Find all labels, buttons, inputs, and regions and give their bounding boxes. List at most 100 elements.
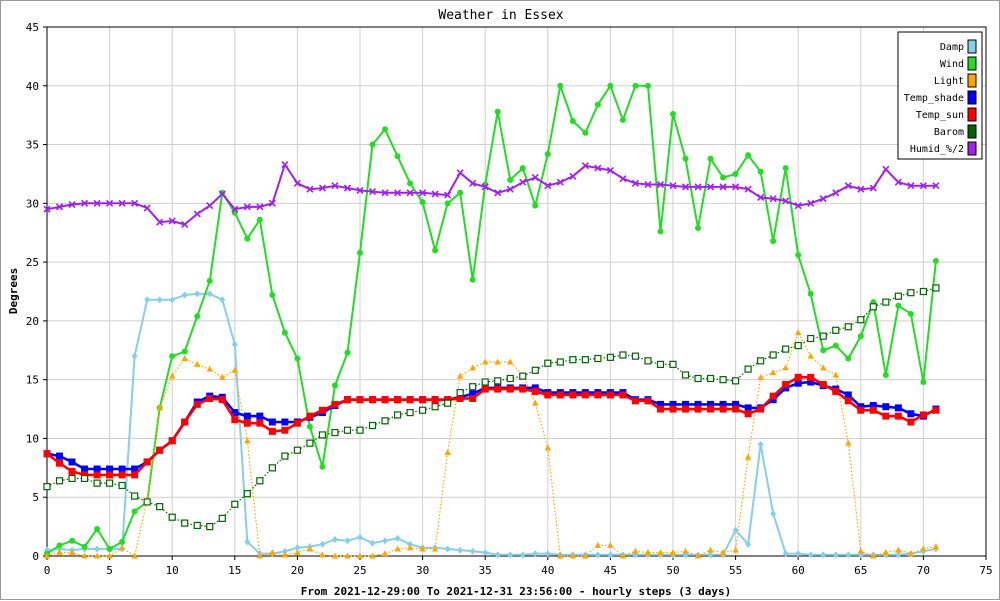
light-point [619, 552, 627, 559]
temp-sun-point [68, 467, 76, 475]
temp-sun-point [419, 396, 427, 404]
legend: Damp Wind Light Temp_shade Temp_sun Barom Humi… [897, 31, 983, 160]
wind-point [757, 168, 764, 175]
barom-point [882, 298, 890, 306]
barom-point [43, 483, 51, 491]
damp-point [594, 551, 601, 559]
temp-sun-point [331, 400, 339, 408]
temp-sun-point [719, 405, 727, 413]
barom-point [594, 354, 602, 363]
temp-sun-point [143, 458, 151, 466]
barom-point [569, 356, 577, 364]
temp-sun-point [631, 397, 639, 405]
temp-sun-point [707, 405, 715, 413]
temp-sun-point [544, 391, 552, 399]
humid-2-point [143, 204, 151, 212]
temp-shade-point [281, 418, 289, 426]
wind-point [507, 176, 514, 183]
temp-sun-point [844, 397, 852, 405]
barom-point [669, 360, 677, 368]
temp-shade-point [769, 396, 777, 404]
humid-2-point [43, 205, 51, 213]
temp-sun-point [606, 391, 614, 399]
wind-point [895, 302, 902, 309]
temp-sun-point [243, 419, 251, 427]
temp-sun-point [256, 419, 264, 427]
temp-shade-point [56, 452, 64, 460]
humid-2-point [794, 202, 802, 210]
light-point [231, 366, 238, 373]
wind-point [281, 329, 288, 336]
wind-point [56, 542, 63, 549]
temp-sun-point [857, 406, 865, 414]
wind-point [344, 349, 351, 356]
barom-point [406, 408, 414, 417]
temp-shade-point [807, 378, 815, 386]
light-point [895, 546, 902, 553]
barom-point [431, 403, 439, 411]
barom-point [80, 474, 89, 483]
humid-2-point [556, 178, 564, 186]
temp-sun-point [481, 385, 489, 393]
light-point [43, 552, 51, 559]
damp-point [807, 551, 814, 559]
humid-2-point [694, 183, 702, 191]
damp-point [607, 551, 614, 559]
temp-sun-point [93, 471, 101, 479]
wind-point [607, 82, 614, 89]
y-tick-label: 5 [32, 491, 39, 504]
damp-point [544, 550, 551, 558]
humid-2-point [681, 183, 690, 191]
light-point [494, 358, 501, 365]
light-point [870, 552, 877, 559]
wind-point [707, 155, 714, 162]
wind-point [394, 153, 401, 160]
temp-shade-point [794, 379, 802, 387]
light-point [206, 365, 213, 372]
temp-sun-point [769, 392, 777, 400]
x-tick-label: 40 [541, 564, 554, 577]
humid-2-point [469, 179, 477, 187]
humid-2-point [882, 165, 890, 173]
barom-point [193, 521, 201, 530]
wind-point [882, 371, 889, 378]
temp-shade-point [894, 404, 902, 412]
light-point [594, 541, 602, 548]
temp-sun-point [156, 446, 164, 454]
temp-sun-point [782, 380, 790, 388]
temp-sun-point [669, 405, 677, 413]
light-point [544, 444, 551, 451]
humid-2-point [706, 183, 715, 191]
light-point [682, 547, 689, 554]
wind-point [682, 155, 689, 162]
humid-2-point [231, 205, 239, 213]
series-lines [43, 82, 940, 559]
barom-point [306, 439, 314, 447]
temp-sun-point [919, 411, 927, 419]
humid-2-point [832, 189, 840, 197]
barom-point [419, 406, 427, 414]
chart-title: Weather in Essex [438, 8, 563, 23]
barom-point [544, 359, 552, 367]
light-point [319, 551, 326, 558]
barom-point [844, 323, 852, 331]
legend-label-light: Light [934, 76, 964, 87]
damp-point [319, 540, 326, 548]
light-point [845, 439, 852, 446]
wind-line [46, 84, 937, 555]
wind-point [594, 101, 601, 108]
x-tick-label: 25 [353, 564, 366, 577]
humid-2-point [669, 182, 677, 190]
y-tick-label: 45 [26, 21, 39, 34]
temp-sun-point [656, 405, 664, 413]
barom-point [218, 514, 226, 522]
damp-point [294, 544, 301, 552]
damp-point [770, 510, 777, 518]
x-tick-label: 65 [854, 564, 867, 577]
light-point [607, 541, 614, 548]
light-point [93, 552, 101, 559]
x-tick-label: 0 [44, 564, 51, 577]
barom-point [318, 431, 327, 439]
temp-sun-point [394, 396, 402, 404]
